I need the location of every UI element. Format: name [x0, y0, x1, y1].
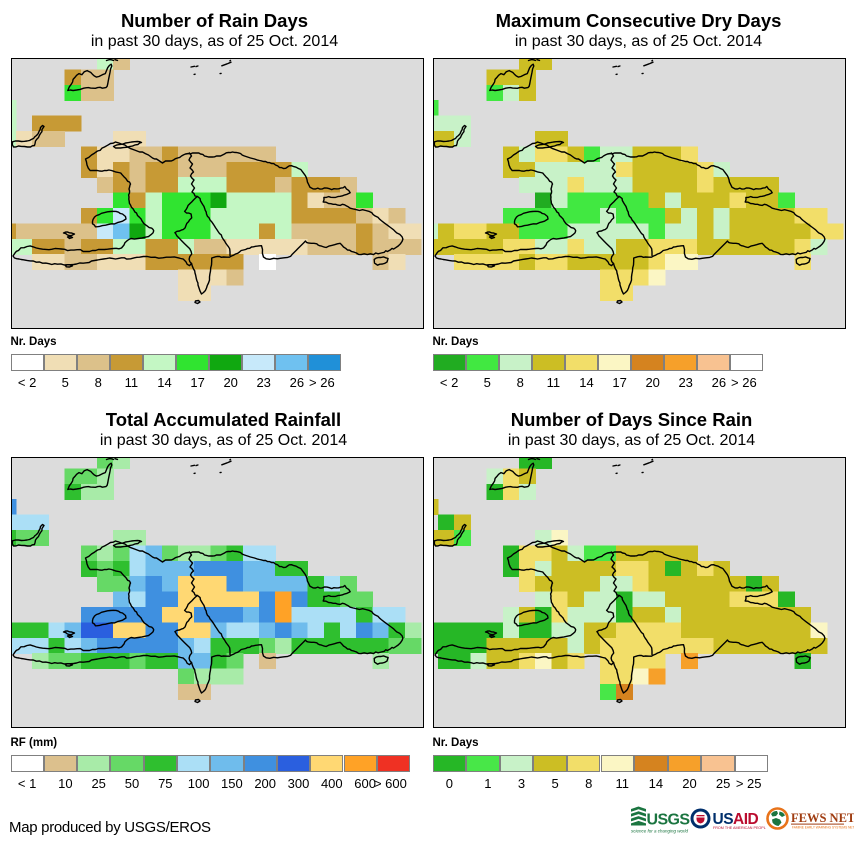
svg-text:science for a changing world: science for a changing world — [631, 829, 689, 834]
svg-text:FAMINE EARLY WARNING SYSTEMS N: FAMINE EARLY WARNING SYSTEMS NETWORK — [792, 825, 854, 829]
svg-text:FEWS NET: FEWS NET — [791, 811, 854, 825]
svg-text:USGS: USGS — [647, 812, 691, 829]
svg-text:FROM THE AMERICAN PEOPLE: FROM THE AMERICAN PEOPLE — [713, 826, 766, 830]
svg-text:USAID: USAID — [713, 811, 759, 828]
